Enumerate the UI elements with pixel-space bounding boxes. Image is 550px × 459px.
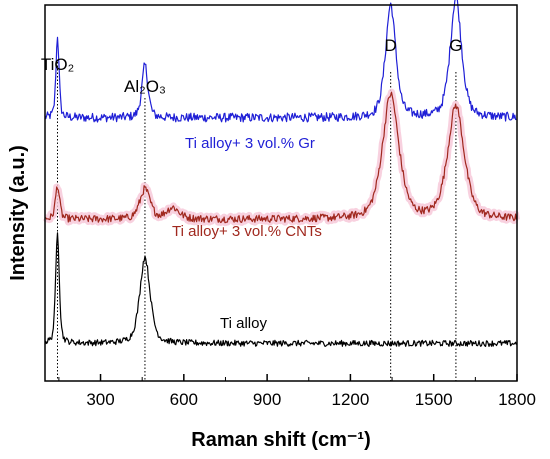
x-tick-label: 300 [86, 390, 114, 409]
y-axis-title: Intensity (a.u.) [7, 145, 29, 281]
x-ticks: 300 600 900 1200 1500 1800 [58, 374, 536, 409]
series-labels: Ti alloy+ 3 vol.% Gr Ti alloy+ 3 vol.% CN… [172, 135, 322, 332]
dotted-peak-guides [56, 62, 457, 381]
peak-label: G [449, 36, 462, 55]
peak-label: TiO₂ [41, 55, 74, 74]
series-label: Ti alloy+ 3 vol.% CNTs [172, 223, 322, 240]
peak-label: D [385, 36, 397, 55]
peak-label: Al₂O₃ [124, 77, 166, 96]
x-tick-label: 900 [253, 390, 281, 409]
x-tick-label: 600 [170, 390, 198, 409]
x-tick-label: 1800 [498, 390, 536, 409]
series-error-band [42, 88, 520, 227]
series-label: Ti alloy+ 3 vol.% Gr [185, 135, 315, 152]
peak-labels: TiO₂ Al₂O₃ D G [41, 36, 463, 96]
plot-frame [44, 4, 518, 382]
x-axis-title: Raman shift (cm⁻¹) [191, 429, 370, 451]
x-tick-label: 1500 [415, 390, 453, 409]
series-line [44, 91, 517, 224]
series-line [44, 0, 517, 123]
series-label: Ti alloy [220, 315, 267, 332]
x-tick-label: 1200 [331, 390, 369, 409]
series-line [44, 232, 517, 347]
series-layer [42, 0, 520, 347]
